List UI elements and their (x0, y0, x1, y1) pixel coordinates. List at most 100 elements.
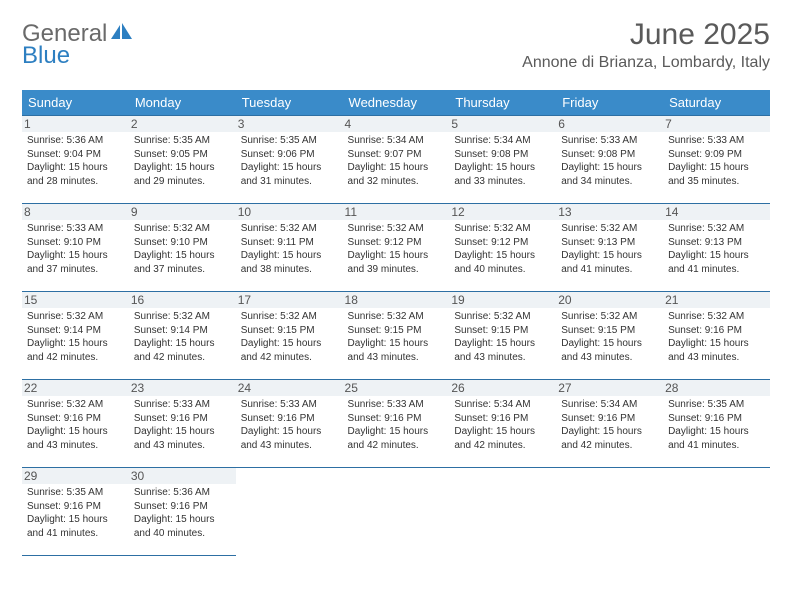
weekday-header: Saturday (663, 90, 770, 116)
calendar-day-cell (663, 468, 770, 556)
sunrise-line: Sunrise: 5:32 AM (27, 398, 124, 412)
title-block: June 2025 Annone di Brianza, Lombardy, I… (522, 18, 770, 72)
daylight-line: Daylight: 15 hours and 41 minutes. (561, 249, 658, 276)
daylight-line: Daylight: 15 hours and 43 minutes. (454, 337, 551, 364)
day-details: Sunrise: 5:34 AMSunset: 9:08 PMDaylight:… (454, 134, 551, 188)
sunrise-line: Sunrise: 5:34 AM (561, 398, 658, 412)
day-details: Sunrise: 5:33 AMSunset: 9:16 PMDaylight:… (241, 398, 338, 452)
calendar-week-row: 8Sunrise: 5:33 AMSunset: 9:10 PMDaylight… (22, 204, 770, 292)
location: Annone di Brianza, Lombardy, Italy (522, 54, 770, 72)
daylight-line: Daylight: 15 hours and 33 minutes. (454, 161, 551, 188)
day-number: 3 (236, 116, 343, 132)
day-number: 20 (556, 292, 663, 308)
day-details: Sunrise: 5:35 AMSunset: 9:16 PMDaylight:… (668, 398, 765, 452)
sunrise-line: Sunrise: 5:33 AM (27, 222, 124, 236)
day-number: 23 (129, 380, 236, 396)
calendar-day-cell: 3Sunrise: 5:35 AMSunset: 9:06 PMDaylight… (236, 116, 343, 204)
daylight-line: Daylight: 15 hours and 37 minutes. (134, 249, 231, 276)
sunset-line: Sunset: 9:16 PM (241, 412, 338, 426)
sunset-line: Sunset: 9:16 PM (454, 412, 551, 426)
day-number: 27 (556, 380, 663, 396)
day-details: Sunrise: 5:32 AMSunset: 9:15 PMDaylight:… (241, 310, 338, 364)
calendar-day-cell: 4Sunrise: 5:34 AMSunset: 9:07 PMDaylight… (343, 116, 450, 204)
sunset-line: Sunset: 9:11 PM (241, 236, 338, 250)
sunset-line: Sunset: 9:16 PM (561, 412, 658, 426)
sunset-line: Sunset: 9:13 PM (561, 236, 658, 250)
sunset-line: Sunset: 9:04 PM (27, 148, 124, 162)
day-details: Sunrise: 5:36 AMSunset: 9:04 PMDaylight:… (27, 134, 124, 188)
calendar-day-cell (343, 468, 450, 556)
day-details: Sunrise: 5:32 AMSunset: 9:10 PMDaylight:… (134, 222, 231, 276)
calendar-day-cell: 16Sunrise: 5:32 AMSunset: 9:14 PMDayligh… (129, 292, 236, 380)
sunset-line: Sunset: 9:16 PM (668, 324, 765, 338)
daylight-line: Daylight: 15 hours and 43 minutes. (348, 337, 445, 364)
calendar-day-cell: 7Sunrise: 5:33 AMSunset: 9:09 PMDaylight… (663, 116, 770, 204)
day-number: 1 (22, 116, 129, 132)
daylight-line: Daylight: 15 hours and 42 minutes. (561, 425, 658, 452)
calendar-day-cell: 13Sunrise: 5:32 AMSunset: 9:13 PMDayligh… (556, 204, 663, 292)
weekday-header: Friday (556, 90, 663, 116)
day-number: 14 (663, 204, 770, 220)
sunrise-line: Sunrise: 5:33 AM (348, 398, 445, 412)
daylight-line: Daylight: 15 hours and 41 minutes. (668, 425, 765, 452)
day-details: Sunrise: 5:33 AMSunset: 9:08 PMDaylight:… (561, 134, 658, 188)
sunrise-line: Sunrise: 5:34 AM (454, 398, 551, 412)
daylight-line: Daylight: 15 hours and 38 minutes. (241, 249, 338, 276)
day-details: Sunrise: 5:36 AMSunset: 9:16 PMDaylight:… (134, 486, 231, 540)
daylight-line: Daylight: 15 hours and 42 minutes. (27, 337, 124, 364)
day-details: Sunrise: 5:33 AMSunset: 9:16 PMDaylight:… (348, 398, 445, 452)
day-details: Sunrise: 5:32 AMSunset: 9:13 PMDaylight:… (561, 222, 658, 276)
calendar-day-cell: 24 Sunrise: 5:33 AMSunset: 9:16 PMDayligh… (236, 380, 343, 468)
calendar-day-cell: 19Sunrise: 5:32 AMSunset: 9:15 PMDayligh… (449, 292, 556, 380)
calendar-header-row: Sunday Monday Tuesday Wednesday Thursday… (22, 90, 770, 116)
day-details: Sunrise: 5:34 AMSunset: 9:16 PMDaylight:… (454, 398, 551, 452)
calendar-table: Sunday Monday Tuesday Wednesday Thursday… (22, 90, 770, 556)
daylight-line: Daylight: 15 hours and 41 minutes. (27, 513, 124, 540)
day-number: 24 (236, 380, 343, 396)
weekday-header: Wednesday (343, 90, 450, 116)
day-details: Sunrise: 5:32 AMSunset: 9:16 PMDaylight:… (27, 398, 124, 452)
logo-text-blue: Blue (22, 42, 70, 70)
calendar-day-cell: 20Sunrise: 5:32 AMSunset: 9:15 PMDayligh… (556, 292, 663, 380)
weekday-header: Tuesday (236, 90, 343, 116)
day-number: 21 (663, 292, 770, 308)
calendar-day-cell: 29Sunrise: 5:35 AMSunset: 9:16 PMDayligh… (22, 468, 129, 556)
calendar-day-cell: 12Sunrise: 5:32 AMSunset: 9:12 PMDayligh… (449, 204, 556, 292)
sunset-line: Sunset: 9:15 PM (454, 324, 551, 338)
day-number: 18 (343, 292, 450, 308)
day-details: Sunrise: 5:34 AMSunset: 9:07 PMDaylight:… (348, 134, 445, 188)
sunset-line: Sunset: 9:08 PM (561, 148, 658, 162)
calendar-day-cell: 17Sunrise: 5:32 AMSunset: 9:15 PMDayligh… (236, 292, 343, 380)
day-details: Sunrise: 5:35 AMSunset: 9:16 PMDaylight:… (27, 486, 124, 540)
day-number: 12 (449, 204, 556, 220)
sunset-line: Sunset: 9:12 PM (348, 236, 445, 250)
calendar-day-cell (236, 468, 343, 556)
sunrise-line: Sunrise: 5:35 AM (241, 134, 338, 148)
sunset-line: Sunset: 9:10 PM (27, 236, 124, 250)
sunrise-line: Sunrise: 5:32 AM (348, 222, 445, 236)
daylight-line: Daylight: 15 hours and 34 minutes. (561, 161, 658, 188)
sunset-line: Sunset: 9:15 PM (241, 324, 338, 338)
calendar-day-cell: 26Sunrise: 5:34 AMSunset: 9:16 PMDayligh… (449, 380, 556, 468)
sunrise-line: Sunrise: 5:36 AM (27, 134, 124, 148)
daylight-line: Daylight: 15 hours and 31 minutes. (241, 161, 338, 188)
sunset-line: Sunset: 9:16 PM (134, 500, 231, 514)
sunrise-line: Sunrise: 5:34 AM (454, 134, 551, 148)
calendar-week-row: 29Sunrise: 5:35 AMSunset: 9:16 PMDayligh… (22, 468, 770, 556)
day-number: 19 (449, 292, 556, 308)
sunset-line: Sunset: 9:12 PM (454, 236, 551, 250)
header: General June 2025 Annone di Brianza, Lom… (22, 18, 770, 72)
sunset-line: Sunset: 9:05 PM (134, 148, 231, 162)
calendar-day-cell: 22Sunrise: 5:32 AMSunset: 9:16 PMDayligh… (22, 380, 129, 468)
calendar-day-cell: 21Sunrise: 5:32 AMSunset: 9:16 PMDayligh… (663, 292, 770, 380)
daylight-line: Daylight: 15 hours and 29 minutes. (134, 161, 231, 188)
calendar-day-cell: 30Sunrise: 5:36 AMSunset: 9:16 PMDayligh… (129, 468, 236, 556)
calendar-day-cell: 23Sunrise: 5:33 AMSunset: 9:16 PMDayligh… (129, 380, 236, 468)
sunrise-line: Sunrise: 5:32 AM (241, 222, 338, 236)
sunrise-line: Sunrise: 5:33 AM (668, 134, 765, 148)
calendar-day-cell: 8Sunrise: 5:33 AMSunset: 9:10 PMDaylight… (22, 204, 129, 292)
daylight-line: Daylight: 15 hours and 43 minutes. (668, 337, 765, 364)
sunset-line: Sunset: 9:09 PM (668, 148, 765, 162)
calendar-day-cell: 28Sunrise: 5:35 AMSunset: 9:16 PMDayligh… (663, 380, 770, 468)
day-details: Sunrise: 5:33 AMSunset: 9:10 PMDaylight:… (27, 222, 124, 276)
